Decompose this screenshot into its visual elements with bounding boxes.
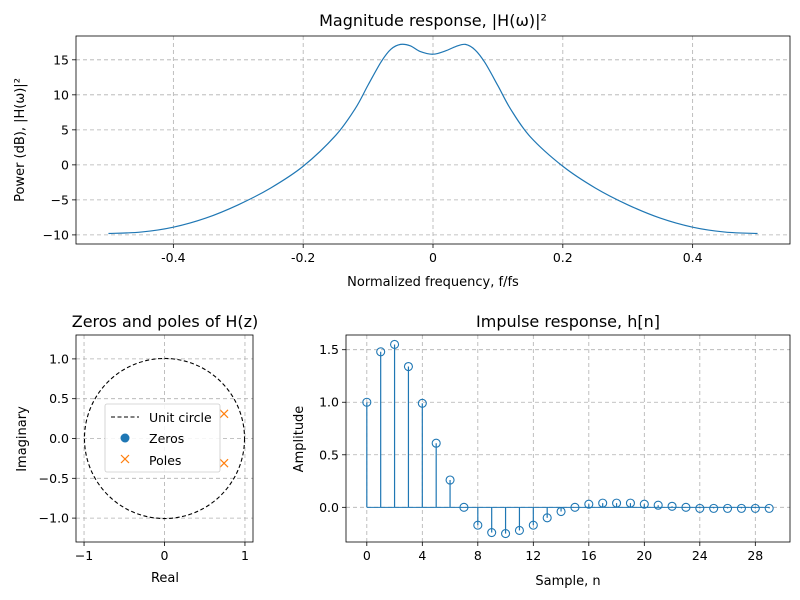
p2-ytick-label: 0.5 — [49, 391, 69, 406]
impulse-stems — [362, 339, 774, 539]
impulse-xlabel: Sample, n — [535, 574, 600, 589]
p1-xtick-label: -0.4 — [161, 250, 185, 265]
p1-ytick-label: 0 — [61, 157, 69, 172]
impulse-ticks: 0 4 8 12 16 20 24 28 0.0 0.5 1.0 1.5 — [319, 342, 763, 563]
poles-markers — [219, 409, 229, 468]
p2-ytick-label: 1.0 — [49, 351, 69, 366]
pole-zero-legend: Unit circle Zeros Poles — [104, 403, 221, 473]
p3-ytick-label: 0.0 — [319, 500, 339, 515]
pole-marker — [219, 409, 229, 419]
impulse-marker — [681, 502, 691, 512]
legend-poles-swatch — [120, 454, 130, 464]
impulse-marker — [695, 503, 705, 513]
legend-box — [104, 403, 221, 473]
p1-ytick-label: 5 — [61, 122, 69, 137]
pole-zero-panel: −1 0 1 −1.0 −0.5 0.0 0.5 1.0 Unit circle Zeros … — [15, 312, 258, 586]
p1-xtick-label: 0.4 — [683, 250, 703, 265]
magnitude-ylabel: Power (dB), |H(ω)|² — [13, 78, 28, 202]
impulse-marker — [709, 503, 719, 513]
impulse-marker — [403, 361, 413, 372]
p3-xtick-label: 4 — [418, 548, 426, 563]
legend-unit-circle-label: Unit circle — [149, 410, 212, 425]
magnitude-ticks: -0.4 -0.2 0 0.2 0.4 −10 −5 0 5 10 15 — [43, 52, 703, 265]
pole-zero-ylabel: Imaginary — [15, 406, 30, 472]
impulse-marker — [723, 503, 733, 513]
magnitude-response-panel: -0.4 -0.2 0 0.2 0.4 −10 −5 0 5 10 15 Magnitude res… — [13, 11, 791, 290]
p3-xtick-label: 28 — [747, 548, 763, 563]
impulse-marker — [612, 498, 622, 508]
impulse-marker — [390, 339, 400, 350]
impulse-marker — [736, 503, 746, 513]
impulse-marker — [431, 438, 441, 448]
legend-zeros-swatch — [120, 433, 130, 443]
p1-xtick-label: 0 — [429, 250, 437, 265]
p3-ytick-label: 1.0 — [319, 395, 339, 410]
p3-xtick-label: 12 — [525, 548, 541, 563]
p1-ytick-label: 10 — [53, 87, 69, 102]
impulse-marker — [570, 502, 580, 512]
p1-ytick-label: −5 — [51, 192, 69, 207]
impulse-marker — [653, 500, 663, 510]
p3-xtick-label: 20 — [636, 548, 652, 563]
pole-zero-ticks: −1 0 1 −1.0 −0.5 0.0 0.5 1.0 — [39, 351, 249, 563]
p2-xtick-label: 0 — [161, 548, 169, 563]
impulse-ylabel: Amplitude — [292, 406, 307, 473]
p1-xtick-label: -0.2 — [291, 250, 315, 265]
impulse-marker — [487, 527, 497, 538]
p1-xtick-label: 0.2 — [553, 250, 573, 265]
legend-zeros-label: Zeros — [149, 431, 184, 446]
magnitude-curve — [108, 43, 758, 235]
impulse-marker — [514, 525, 524, 535]
magnitude-xlabel: Normalized frequency, f/fs — [347, 275, 519, 290]
unit-circle — [83, 357, 246, 520]
impulse-marker — [362, 397, 372, 407]
impulse-marker — [584, 499, 594, 509]
p2-xtick-label: 1 — [241, 548, 249, 563]
p2-ytick-label: −0.5 — [39, 471, 69, 486]
impulse-title: Impulse response, h[n] — [476, 312, 660, 331]
p3-xtick-label: 24 — [692, 548, 708, 563]
impulse-marker — [639, 499, 649, 509]
p3-ytick-label: 1.5 — [319, 342, 339, 357]
p2-ytick-label: 0.0 — [49, 431, 69, 446]
impulse-marker — [501, 529, 511, 539]
pole-marker — [219, 458, 229, 468]
impulse-response-panel: 0 4 8 12 16 20 24 28 0.0 0.5 1.0 1.5 Impulse respon… — [292, 312, 791, 589]
p3-xtick-label: 8 — [474, 548, 482, 563]
pole-zero-title: Zeros and poles of H(z) — [72, 312, 259, 331]
magnitude-title: Magnitude response, |H(ω)|² — [319, 11, 547, 30]
impulse-marker — [598, 498, 608, 508]
p3-ytick-label: 0.5 — [319, 447, 339, 462]
pole-zero-xlabel: Real — [151, 571, 179, 586]
p3-xtick-label: 16 — [581, 548, 597, 563]
impulse-marker — [445, 475, 455, 485]
impulse-axes-frame — [345, 334, 791, 543]
p1-ytick-label: 15 — [53, 52, 69, 67]
impulse-marker — [542, 513, 552, 523]
magnitude-grid — [76, 36, 790, 244]
impulse-marker — [667, 501, 677, 511]
p2-ytick-label: −1.0 — [39, 511, 69, 526]
impulse-marker — [556, 506, 566, 517]
pole-zero-axes-frame — [75, 334, 254, 543]
impulse-marker — [625, 498, 635, 508]
p3-xtick-label: 0 — [363, 548, 371, 563]
impulse-marker — [473, 520, 483, 530]
magnitude-axes-frame — [75, 35, 791, 245]
impulse-marker — [459, 502, 469, 512]
impulse-marker — [417, 398, 427, 408]
impulse-marker — [376, 347, 386, 357]
legend-poles-label: Poles — [149, 453, 181, 468]
p1-ytick-label: −10 — [43, 227, 69, 242]
impulse-marker — [750, 503, 760, 513]
impulse-marker — [528, 520, 538, 530]
impulse-marker — [764, 503, 774, 513]
p2-xtick-label: −1 — [75, 548, 93, 563]
